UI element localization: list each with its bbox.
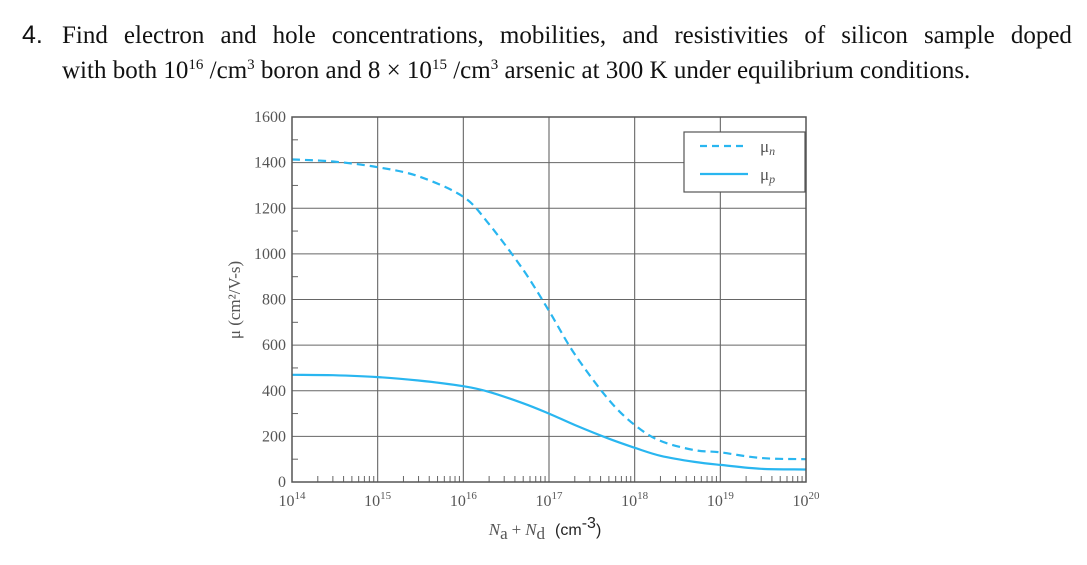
word: silicon — [841, 22, 908, 49]
text: /cm — [203, 57, 248, 84]
y-tick-label: 0 — [278, 474, 286, 491]
problem-line-1: 4. Find electron and hole concentrations,… — [22, 18, 1072, 53]
problem-number: 4. — [22, 21, 43, 49]
problem-line-2: with both 1016 /cm3 boron and 8 × 1015 /… — [22, 53, 1072, 88]
word: of — [804, 22, 826, 49]
word: Find — [62, 22, 108, 49]
superscript: 15 — [431, 57, 447, 73]
y-tick-label: 1000 — [254, 246, 286, 263]
legend: μn μp — [683, 131, 806, 193]
series-line-mu-n — [291, 158, 807, 461]
x-tick-label: 1019 — [707, 490, 735, 510]
word: hole — [272, 22, 316, 49]
y-tick-labels: 0 200 400 600 800 1000 1200 1400 1600 — [254, 109, 286, 491]
y-tick-label: 1200 — [254, 200, 286, 217]
legend-box — [683, 131, 806, 193]
y-tick-label: 600 — [262, 337, 286, 354]
superscript: 3 — [490, 57, 499, 73]
text: /cm — [446, 57, 491, 84]
word: and — [622, 22, 659, 49]
word: mobilities, — [499, 22, 607, 49]
x-tick-label: 1018 — [621, 490, 649, 510]
minor-ticks — [317, 476, 803, 482]
x-tick-label: 1016 — [450, 490, 478, 510]
y-tick-label: 1400 — [254, 155, 286, 172]
x-tick-label: 1017 — [536, 490, 564, 510]
word: doped — [1010, 22, 1072, 49]
x-tick-label: 1020 — [793, 490, 821, 510]
text: with both 10 — [62, 57, 189, 84]
word: concentrations, — [331, 22, 484, 49]
word: and — [220, 22, 257, 49]
legend-label-mun: μn — [760, 137, 775, 158]
legend-label-mup: μp — [760, 165, 775, 186]
word: resistivities — [674, 22, 789, 49]
x-tick-label: 1015 — [364, 490, 392, 510]
series-line-mu-p — [291, 373, 807, 471]
word: electron — [123, 22, 205, 49]
problem-statement: 4. Find electron and hole concentrations,… — [22, 18, 1072, 88]
plot-frame — [291, 116, 807, 483]
y-tick-label: 400 — [262, 383, 286, 400]
text: boron and 8 × 10 — [254, 57, 432, 84]
superscript: 3 — [247, 57, 255, 73]
x-tick-labels: 1014 1015 1016 1017 1018 1019 1020 — [279, 490, 821, 510]
superscript: 16 — [188, 57, 204, 73]
x-axis-title: Na + Nd (cm-3) — [488, 515, 602, 543]
y-tick-label: 800 — [262, 292, 286, 309]
series-group — [291, 158, 807, 471]
word: sample — [923, 22, 995, 49]
y-tick-label: 200 — [262, 428, 286, 445]
x-tick-label: 1014 — [279, 490, 307, 510]
text: arsenic at 300 K under equilibrium condi… — [498, 57, 971, 84]
y-axis-title: μ (cm²/V-s) — [225, 261, 244, 339]
y-tick-label: 1600 — [254, 109, 286, 126]
